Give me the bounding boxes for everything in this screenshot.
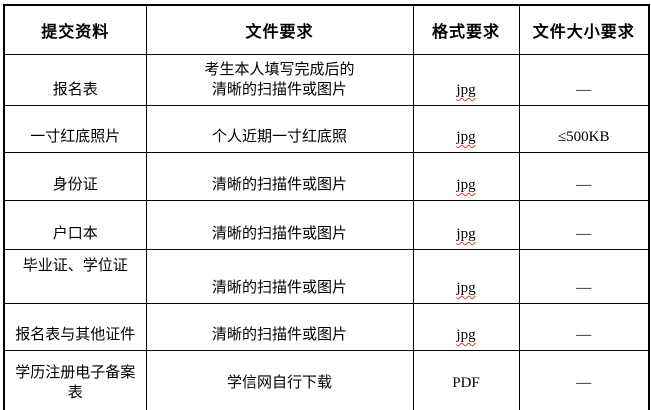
cell-format: jpg xyxy=(412,105,520,153)
cell-format: jpg xyxy=(412,54,520,106)
header-format-requirement: 格式要求 xyxy=(412,4,520,55)
format-value: PDF xyxy=(452,375,480,391)
cell-requirement: 清晰的扫描件或图片 xyxy=(145,200,414,250)
cell-size: — xyxy=(518,54,650,106)
format-value-misspelled: jpg xyxy=(456,226,476,242)
cell-size: — xyxy=(518,303,650,351)
table-row: 一寸红底照片 个人近期一寸红底照 jpg ≤500KB xyxy=(3,105,650,153)
table-row: 身份证 清晰的扫描件或图片 jpg — xyxy=(3,152,650,201)
table-row: 学历注册电子备案 表 学信网自行下载 PDF — xyxy=(3,350,650,410)
header-row: 提交资料 文件要求 格式要求 文件大小要求 xyxy=(3,4,650,55)
cell-material: 报名表 xyxy=(3,54,147,106)
format-value-misspelled: jpg xyxy=(456,177,476,193)
cell-format: jpg xyxy=(412,152,520,201)
table-row: 报名表 考生本人填写完成后的 清晰的扫描件或图片 jpg — xyxy=(3,54,650,106)
cell-material: 毕业证、学位证 xyxy=(3,249,147,304)
cell-requirement: 清晰的扫描件或图片 xyxy=(145,152,414,201)
cell-material: 户口本 xyxy=(3,200,147,250)
cell-format: jpg xyxy=(412,249,520,304)
cell-material: 学历注册电子备案 表 xyxy=(3,350,147,410)
cell-requirement: 考生本人填写完成后的 清晰的扫描件或图片 xyxy=(145,54,414,106)
cell-format: jpg xyxy=(412,303,520,351)
cell-requirement: 清晰的扫描件或图片 xyxy=(145,303,414,351)
format-value-misspelled: jpg xyxy=(456,82,476,98)
table-row: 毕业证、学位证 清晰的扫描件或图片 jpg — xyxy=(3,249,650,304)
submission-requirements-table: 提交资料 文件要求 格式要求 文件大小要求 报名表 考生本人填写完成后的 清晰的… xyxy=(3,4,650,410)
table-row: 户口本 清晰的扫描件或图片 jpg — xyxy=(3,200,650,250)
cell-size: — xyxy=(518,200,650,250)
table-row: 报名表与其他证件 清晰的扫描件或图片 jpg — xyxy=(3,303,650,351)
cell-size: ≤500KB xyxy=(518,105,650,153)
cell-format: PDF xyxy=(412,350,520,410)
cell-material: 身份证 xyxy=(3,152,147,201)
cell-format: jpg xyxy=(412,200,520,250)
cell-size: — xyxy=(518,152,650,201)
format-value-misspelled: jpg xyxy=(456,327,476,343)
cell-requirement: 清晰的扫描件或图片 xyxy=(145,249,414,304)
cell-size: — xyxy=(518,350,650,410)
header-file-requirement: 文件要求 xyxy=(145,4,414,55)
format-value-misspelled: jpg xyxy=(456,129,476,145)
cell-material: 一寸红底照片 xyxy=(3,105,147,153)
cell-size: — xyxy=(518,249,650,304)
cell-requirement: 个人近期一寸红底照 xyxy=(145,105,414,153)
format-value-misspelled: jpg xyxy=(456,280,476,296)
header-size-requirement: 文件大小要求 xyxy=(518,4,650,55)
cell-requirement: 学信网自行下载 xyxy=(145,350,414,410)
cell-material: 报名表与其他证件 xyxy=(3,303,147,351)
header-material: 提交资料 xyxy=(3,4,147,55)
